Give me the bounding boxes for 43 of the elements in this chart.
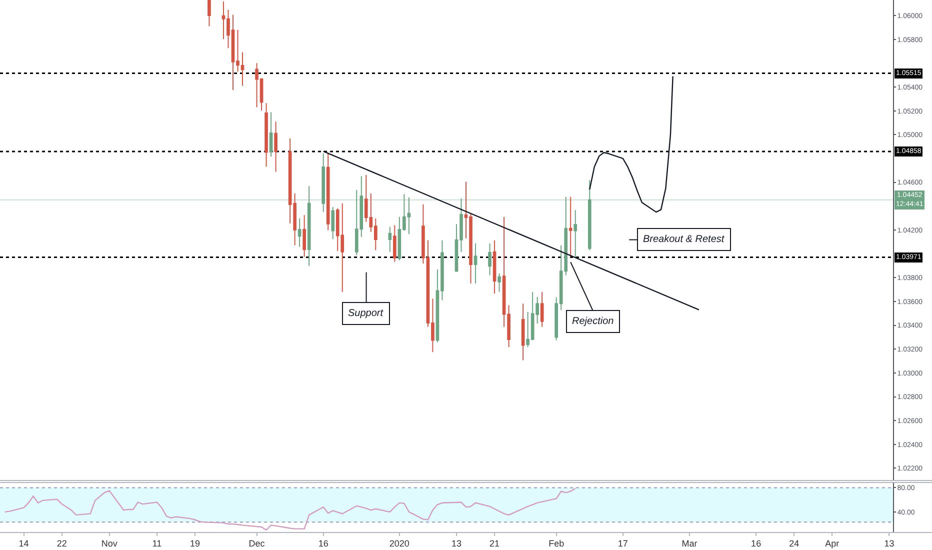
candlestick	[492, 240, 496, 294]
candlestick	[264, 102, 268, 168]
x-tick-label: Nov	[101, 538, 118, 549]
annotation: Support	[348, 308, 384, 319]
candlestick	[568, 196, 572, 258]
annotation: Breakout & Retest	[643, 234, 726, 245]
candlestick	[521, 303, 525, 361]
candlestick	[488, 242, 492, 276]
candlestick	[274, 121, 278, 172]
candlestick	[302, 214, 306, 258]
line-series	[589, 76, 674, 213]
annotation: Rejection	[572, 316, 614, 327]
candlestick	[326, 152, 330, 231]
x-tick-label: 16	[318, 538, 328, 549]
x-tick-label: 22	[56, 538, 67, 549]
candlestick	[393, 224, 396, 262]
candlestick	[331, 206, 335, 240]
candlestick	[574, 210, 578, 258]
x-tick-label: 14	[18, 538, 29, 549]
x-tick-label: 13	[451, 538, 462, 549]
line-series	[4, 488, 576, 531]
candlestick	[588, 180, 592, 251]
x-tick-label: 19	[190, 538, 200, 549]
candlestick	[208, 0, 211, 27]
candlestick	[298, 218, 302, 248]
candlestick	[540, 291, 544, 328]
x-tick-label: Apr	[825, 538, 840, 549]
x-tick-label: 24	[789, 538, 800, 549]
x-tick-label: 13	[884, 538, 894, 549]
x-tick-label: 17	[618, 538, 628, 549]
candlestick	[388, 226, 392, 252]
candlestick	[307, 186, 311, 266]
x-tick-label: 21	[490, 538, 500, 549]
candlestick	[269, 112, 273, 158]
x-tick-label: Dec	[248, 538, 266, 549]
x-tick-label: 11	[152, 538, 162, 549]
x-tick-label: 16	[751, 538, 762, 549]
candlestick	[322, 152, 326, 212]
x-tick-label: Mar	[682, 538, 698, 549]
x-tick-label: Feb	[548, 538, 564, 549]
x-tick-label: 2020	[389, 538, 410, 549]
candlestick	[498, 273, 501, 292]
candlestick	[474, 242, 478, 284]
